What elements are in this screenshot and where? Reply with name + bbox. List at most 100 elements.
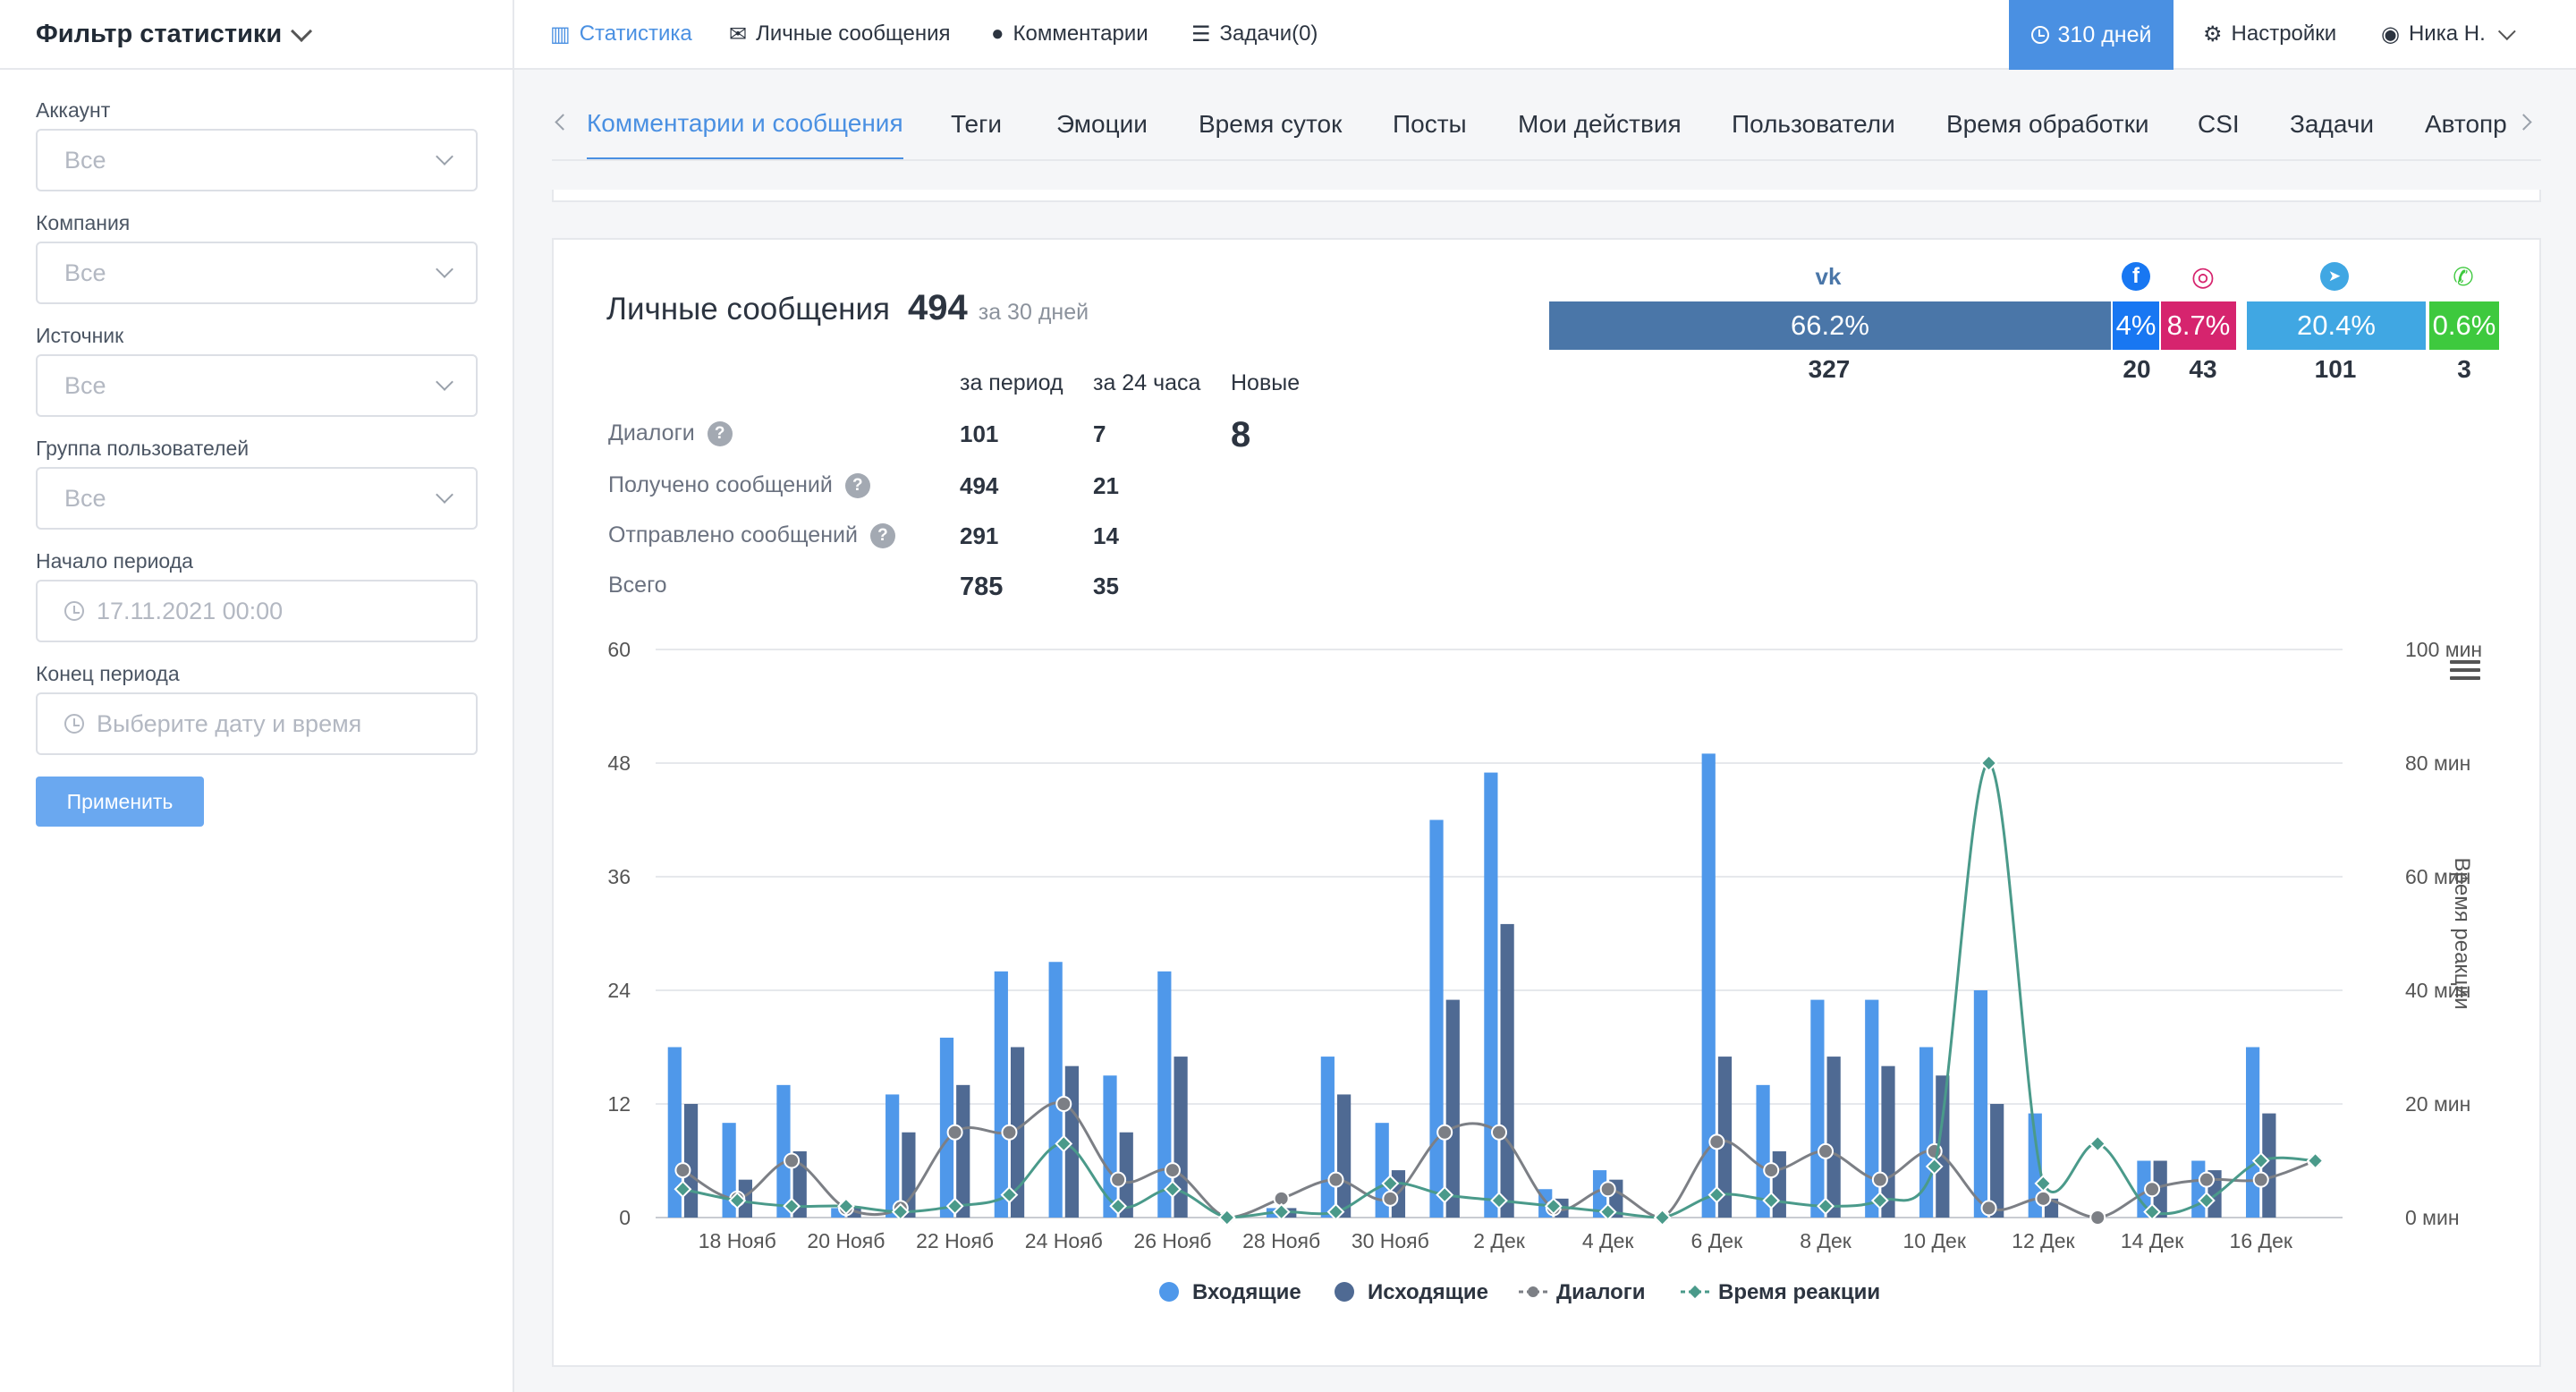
reaction-time-point bbox=[1272, 1202, 1291, 1221]
bar-incoming bbox=[1157, 971, 1172, 1218]
help-icon[interactable]: ? bbox=[869, 522, 895, 548]
nav-private-messages[interactable]: ✉ Личные сообщения bbox=[729, 0, 950, 68]
tab-autoreply[interactable]: Автопр bbox=[2425, 110, 2507, 138]
tab-users[interactable]: Пользователи bbox=[1732, 110, 1895, 138]
dialogs-point bbox=[1818, 1142, 1835, 1159]
reaction-time-point bbox=[1979, 754, 1998, 772]
source-whatsapp-count: 3 bbox=[2457, 355, 2471, 383]
help-icon[interactable]: ? bbox=[707, 420, 733, 446]
source-facebook-segment[interactable]: 4% bbox=[2113, 301, 2159, 350]
tab-tags[interactable]: Теги bbox=[951, 110, 1002, 138]
x-tick-label: 16 Дек bbox=[2230, 1229, 2293, 1252]
x-tick-label: 26 Нояб bbox=[1133, 1229, 1211, 1252]
dialogs-24h: 7 bbox=[1093, 420, 1106, 447]
nav-comments[interactable]: ● Комментарии bbox=[991, 0, 1148, 68]
tab-posts[interactable]: Посты bbox=[1393, 110, 1467, 138]
legend-marker bbox=[1335, 1282, 1354, 1302]
dialogs-point bbox=[1763, 1162, 1780, 1179]
top-navigation: ▥ Статистика ✉ Личные сообщения ● Коммен… bbox=[514, 0, 2576, 70]
settings-button[interactable]: ⚙ Настройки bbox=[2203, 0, 2336, 68]
subscription-days-button[interactable]: 310 дней bbox=[2009, 0, 2174, 70]
help-icon[interactable]: ? bbox=[844, 472, 870, 498]
tab-tasks[interactable]: Задачи bbox=[2290, 110, 2375, 138]
nav-tasks[interactable]: ☰ Задачи(0) bbox=[1191, 0, 1318, 68]
company-select[interactable]: Все bbox=[36, 242, 478, 304]
row-label: Отправлено сообщений bbox=[608, 522, 858, 547]
filter-title[interactable]: Фильтр статистики bbox=[0, 0, 513, 70]
sent-24h: 14 bbox=[1093, 522, 1119, 549]
period-end-field: Конец периода Выберите дату и время bbox=[36, 662, 478, 755]
y-tick-label: 48 bbox=[607, 751, 631, 775]
legend-marker bbox=[1528, 1286, 1538, 1297]
bar-incoming bbox=[2028, 1113, 2042, 1218]
source-select[interactable]: Все bbox=[36, 354, 478, 417]
received-period: 494 bbox=[960, 472, 999, 499]
y-tick-label: 12 bbox=[607, 1092, 631, 1116]
header-24h: за 24 часа bbox=[1093, 370, 1201, 395]
bar-outgoing bbox=[792, 1150, 807, 1218]
source-instagram-segment[interactable]: 8.7% bbox=[2161, 301, 2236, 350]
source-whatsapp-segment[interactable]: 0.6% bbox=[2429, 301, 2499, 350]
tab-csi[interactable]: CSI bbox=[2198, 110, 2240, 138]
clock-icon bbox=[2030, 26, 2049, 44]
tab-my-actions[interactable]: Мои действия bbox=[1518, 110, 1682, 138]
user-menu[interactable]: ◉ Ника Н. bbox=[2381, 0, 2516, 68]
dialogs-new: 8 bbox=[1231, 415, 1251, 454]
total-period: 785 bbox=[960, 573, 1004, 601]
tab-time-of-day[interactable]: Время суток bbox=[1199, 110, 1343, 138]
apply-button[interactable]: Применить bbox=[36, 777, 204, 827]
tab-processing-time[interactable]: Время обработки bbox=[1946, 110, 2149, 138]
account-select[interactable]: Все bbox=[36, 129, 478, 191]
chart-menu-icon[interactable] bbox=[2450, 660, 2480, 684]
legend-item[interactable]: Входящие bbox=[1159, 1280, 1301, 1304]
bar-outgoing bbox=[1010, 1047, 1025, 1218]
company-field: Компания Все bbox=[36, 211, 478, 304]
y2-tick-label: 100 мин bbox=[2405, 638, 2482, 661]
row-sent-label: Отправлено сообщений? bbox=[608, 522, 895, 548]
bar-incoming bbox=[1756, 1084, 1770, 1218]
user-name: Ника Н. bbox=[2408, 21, 2486, 46]
bar-incoming bbox=[2246, 1047, 2260, 1218]
dialogs-point bbox=[1871, 1171, 1888, 1188]
reaction-time-point bbox=[728, 1192, 747, 1210]
tab-comments-messages[interactable]: Комментарии и сообщения bbox=[587, 89, 903, 159]
chart-grid bbox=[656, 649, 2343, 1218]
nav-private-messages-label: Личные сообщения bbox=[756, 21, 951, 46]
chevron-down-icon bbox=[436, 373, 453, 391]
dialogs-point bbox=[2252, 1171, 2269, 1188]
bar-chart-icon: ▥ bbox=[550, 21, 571, 47]
envelope-icon: ✉ bbox=[729, 21, 748, 47]
bar-outgoing bbox=[2262, 1113, 2276, 1218]
legend-item[interactable]: Диалоги bbox=[1519, 1280, 1646, 1304]
nav-statistics-label: Статистика bbox=[579, 21, 692, 46]
reaction-time-point bbox=[1109, 1197, 1128, 1216]
chevron-down-icon bbox=[436, 260, 453, 278]
bar-outgoing bbox=[1990, 1104, 2004, 1218]
bar-outgoing bbox=[1337, 1094, 1352, 1218]
reaction-time-point bbox=[1544, 1197, 1563, 1216]
dialogs-point bbox=[1164, 1162, 1181, 1179]
period-end-input[interactable]: Выберите дату и время bbox=[36, 692, 478, 755]
period-end-label: Конец периода bbox=[36, 662, 180, 685]
tab-emotions[interactable]: Эмоции bbox=[1056, 110, 1148, 138]
source-telegram-segment[interactable]: 20.4% bbox=[2247, 301, 2426, 350]
row-dialogs-label: Диалоги? bbox=[608, 420, 733, 446]
x-tick-label: 24 Нояб bbox=[1025, 1229, 1103, 1252]
legend-item[interactable]: Исходящие bbox=[1335, 1280, 1488, 1304]
period-start-input[interactable]: 17.11.2021 00:00 bbox=[36, 580, 478, 642]
bar-outgoing bbox=[1500, 923, 1514, 1218]
source-vk-segment[interactable]: 66.2% bbox=[1549, 301, 2111, 350]
bar-incoming bbox=[1865, 999, 1879, 1218]
reaction-time-point bbox=[1000, 1185, 1019, 1204]
legend-marker bbox=[1159, 1282, 1179, 1302]
user-group-select[interactable]: Все bbox=[36, 467, 478, 530]
period-end-placeholder: Выберите дату и время bbox=[97, 709, 362, 737]
reaction-time-point bbox=[1762, 1192, 1781, 1210]
legend-item[interactable]: Время реакции bbox=[1681, 1280, 1880, 1304]
reaction-time-point bbox=[2034, 1175, 2053, 1193]
reaction-time-point bbox=[1817, 1197, 1835, 1216]
dialogs-period: 101 bbox=[960, 420, 999, 447]
legend-label: Входящие bbox=[1192, 1280, 1301, 1304]
nav-statistics[interactable]: ▥ Статистика bbox=[550, 0, 692, 68]
source-value: Все bbox=[64, 371, 106, 399]
